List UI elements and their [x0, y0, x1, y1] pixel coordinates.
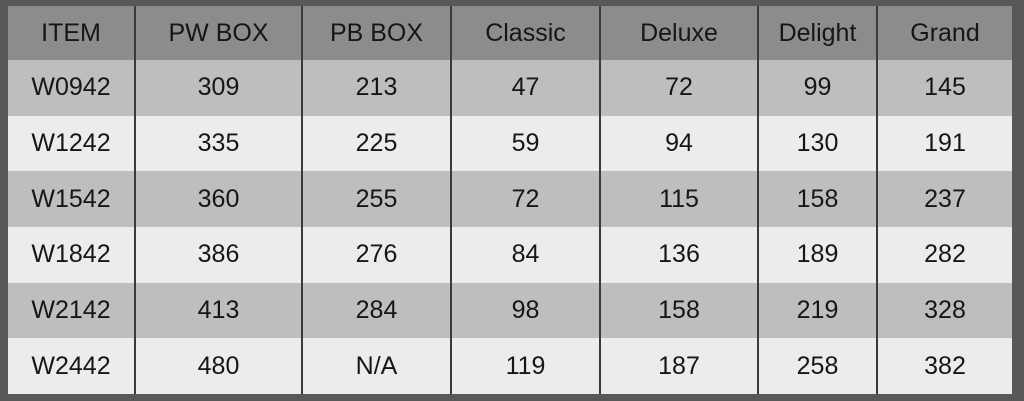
cell-delight: 258: [757, 338, 877, 394]
cell-item: W1242: [31, 128, 111, 157]
cell-deluxe: 136: [599, 226, 758, 283]
cell-grand: 382: [876, 338, 1012, 394]
column-header-deluxe: Deluxe: [599, 6, 758, 60]
cell-item: W2442: [31, 351, 111, 380]
cell-pw-box: 386: [134, 226, 302, 283]
cell-pw-box: 480: [134, 338, 302, 394]
table-row: W0942 309 213 47 72 99 145: [8, 60, 1012, 116]
cell-pb-box: 276: [301, 226, 451, 283]
column-header-grand: Grand: [876, 6, 1012, 60]
cell-grand: 237: [876, 171, 1012, 227]
cell-deluxe: 187: [599, 338, 758, 394]
cell-pw-box: 309: [134, 60, 302, 116]
cell-delight: 219: [757, 282, 877, 339]
column-header-item: ITEM: [41, 18, 101, 47]
cell-delight: 158: [757, 171, 877, 227]
cell-classic: 84: [450, 226, 600, 283]
cell-delight: 189: [757, 226, 877, 283]
column-header-pb-box: PB BOX: [301, 6, 451, 60]
table-row: W1842 386 276 84 136 189 282: [8, 226, 1012, 283]
cell-deluxe: 94: [599, 115, 758, 172]
price-table: ITEM PW BOX PB BOX Classic Deluxe Delight Gran…: [8, 6, 1012, 394]
cell-pw-box: 360: [134, 171, 302, 227]
cell-item: W1542: [31, 184, 111, 213]
cell-grand: 191: [876, 115, 1012, 172]
cell-deluxe: 72: [599, 60, 758, 116]
column-header-classic: Classic: [450, 6, 600, 60]
cell-classic: 47: [450, 60, 600, 116]
cell-classic: 98: [450, 282, 600, 339]
cell-deluxe: 158: [599, 282, 758, 339]
table-row: W1242 335 225 59 94 130 191: [8, 115, 1012, 172]
cell-delight: 99: [757, 60, 877, 116]
cell-classic: 119: [450, 338, 600, 394]
cell-item: W0942: [31, 73, 111, 102]
cell-pb-box: 213: [301, 60, 451, 116]
cell-pb-box: 255: [301, 171, 451, 227]
cell-item: W2142: [31, 295, 111, 324]
cell-grand: 282: [876, 226, 1012, 283]
cell-pb-box: N/A: [301, 338, 451, 394]
header-row: ITEM PW BOX PB BOX Classic Deluxe Delight Gran…: [8, 6, 1012, 60]
cell-deluxe: 115: [599, 171, 758, 227]
cell-pw-box: 413: [134, 282, 302, 339]
cell-pb-box: 225: [301, 115, 451, 172]
cell-delight: 130: [757, 115, 877, 172]
cell-pw-box: 335: [134, 115, 302, 172]
column-header-delight: Delight: [757, 6, 877, 60]
table-row: W2142 413 284 98 158 219 328: [8, 282, 1012, 339]
cell-grand: 145: [876, 60, 1012, 116]
cell-pb-box: 284: [301, 282, 451, 339]
cell-item: W1842: [31, 240, 111, 269]
cell-classic: 59: [450, 115, 600, 172]
cell-grand: 328: [876, 282, 1012, 339]
table-row: W2442 480 N/A 119 187 258 382: [8, 338, 1012, 394]
table-body: W0942 309 213 47 72 99 145 W1242 335 225 59 94 130 19…: [8, 60, 1012, 394]
table-row: W1542 360 255 72 115 158 237: [8, 171, 1012, 227]
column-header-pw-box: PW BOX: [134, 6, 302, 60]
cell-classic: 72: [450, 171, 600, 227]
